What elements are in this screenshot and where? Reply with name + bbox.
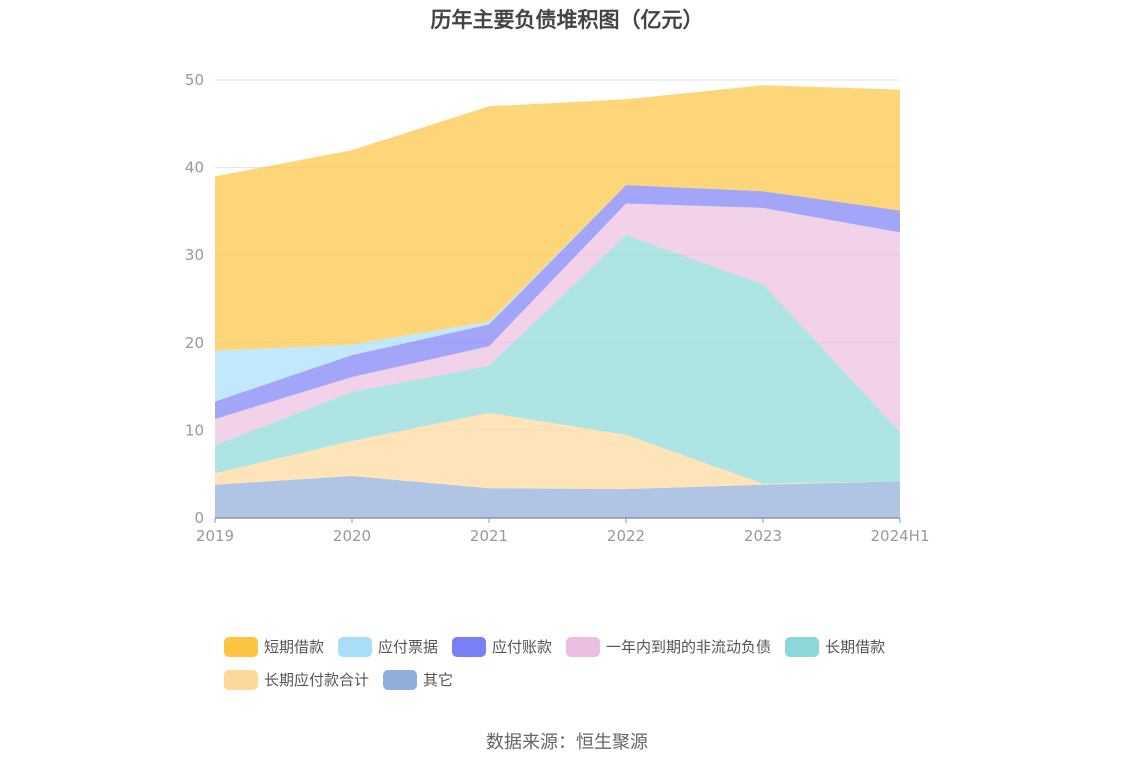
area-series	[215, 185, 900, 419]
legend-swatch	[383, 669, 418, 690]
legend-label: 一年内到期的非流动负债	[606, 638, 772, 656]
area-series	[215, 235, 900, 484]
legend-label: 短期借款	[264, 638, 325, 656]
area-series	[215, 85, 900, 351]
legend-swatch	[338, 636, 373, 657]
chart-title: 历年主要负债堆积图（亿元）	[430, 8, 704, 32]
area-layer	[215, 85, 900, 518]
y-tick-label: 0	[194, 509, 204, 527]
legend-swatch	[785, 636, 820, 657]
y-tick-label: 10	[185, 421, 204, 439]
area-series	[215, 185, 900, 402]
legend-label: 应付票据	[378, 638, 439, 656]
y-tick-label: 20	[185, 334, 204, 352]
legend-label: 应付账款	[492, 638, 553, 656]
legend-item[interactable]: 长期借款	[785, 636, 885, 657]
y-tick-label: 40	[185, 159, 204, 177]
legend-label: 长期借款	[825, 638, 886, 656]
stacked-area-chart: 0 10 20 30 40 50 2019 2020 2021 2022 2023 2024H1	[185, 71, 930, 545]
legend-swatch	[224, 636, 258, 657]
legend-item[interactable]: 应付账款	[452, 636, 552, 657]
legend-label: 长期应付款合计	[264, 671, 370, 689]
y-tick-label: 50	[185, 71, 204, 89]
legend-swatch	[566, 636, 601, 657]
legend-swatch	[224, 669, 258, 690]
area-series	[215, 203, 900, 446]
legend-label: 其它	[423, 671, 454, 689]
area-series	[215, 476, 900, 518]
source-note: 数据来源：恒生聚源	[486, 732, 648, 753]
y-tick-label: 30	[185, 246, 204, 264]
x-tick-label: 2023	[744, 527, 782, 545]
x-tick-label: 2022	[607, 527, 645, 545]
legend: 短期借款 应付票据 应付账款 一年内到期的非流动负债 长期借款 长期应付款合计 其它	[224, 630, 944, 696]
area-series	[215, 412, 900, 490]
x-tick-label: 2020	[333, 527, 371, 545]
axis-layer: 0 10 20 30 40 50 2019 2020 2021 2022 2023 2024H1	[185, 71, 930, 545]
x-tick-label: 2019	[196, 527, 234, 545]
x-tick-label: 2024H1	[871, 527, 930, 545]
legend-item[interactable]: 其它	[383, 669, 453, 690]
legend-row: 长期应付款合计 其它	[224, 663, 944, 696]
x-tick-label: 2021	[470, 527, 508, 545]
legend-item[interactable]: 一年内到期的非流动负债	[566, 636, 771, 657]
legend-item[interactable]: 长期应付款合计	[224, 669, 369, 690]
legend-item[interactable]: 应付票据	[338, 636, 438, 657]
legend-item[interactable]: 短期借款	[224, 636, 324, 657]
legend-row: 短期借款 应付票据 应付账款 一年内到期的非流动负债 长期借款	[224, 630, 944, 663]
legend-swatch	[452, 636, 487, 657]
